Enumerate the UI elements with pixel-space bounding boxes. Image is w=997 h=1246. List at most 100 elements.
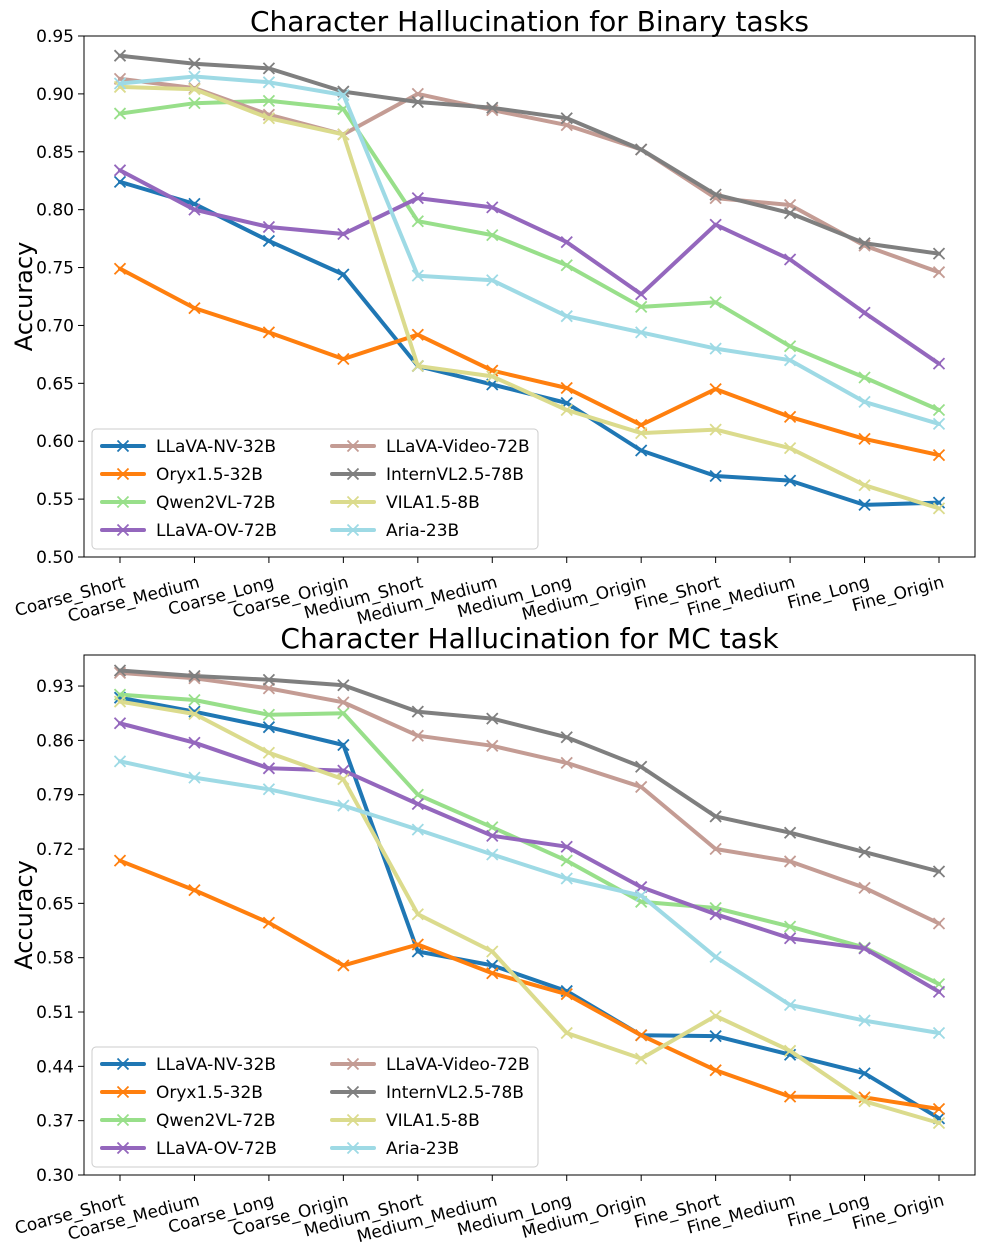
y-tick-label: 0.50 xyxy=(36,548,74,568)
series-line xyxy=(118,668,941,874)
data-point xyxy=(486,101,499,114)
data-point xyxy=(188,693,201,707)
data-point xyxy=(709,1009,722,1023)
y-tick-label: 0.58 xyxy=(36,949,74,969)
data-point xyxy=(262,62,276,75)
data-point xyxy=(858,1014,871,1027)
y-tick-label: 0.44 xyxy=(36,1057,74,1077)
data-point xyxy=(411,95,424,109)
data-point xyxy=(560,259,573,272)
data-point xyxy=(932,865,946,878)
data-point xyxy=(709,382,722,396)
series-qwen2vl-72b xyxy=(113,94,946,417)
data-point xyxy=(709,842,722,856)
series-line xyxy=(118,76,941,275)
data-point xyxy=(188,97,201,110)
data-point xyxy=(858,498,871,512)
data-point xyxy=(411,797,424,811)
data-point xyxy=(113,164,127,177)
legend-marker xyxy=(346,523,360,537)
data-point xyxy=(560,310,573,323)
legend-entry-vila1-5-8b: VILA1.5-8B xyxy=(330,493,480,513)
plot-frame xyxy=(83,654,976,1176)
data-point xyxy=(188,707,201,721)
data-point xyxy=(262,783,276,796)
data-point xyxy=(783,998,797,1012)
data-point xyxy=(560,840,573,853)
data-point xyxy=(709,810,722,823)
data-point xyxy=(858,395,871,408)
legend-marker xyxy=(346,495,360,509)
data-point xyxy=(188,57,201,70)
data-point xyxy=(262,746,276,759)
data-point xyxy=(709,296,722,309)
legend-label: VILA1.5-8B xyxy=(386,493,480,513)
series-internvl2-5-78b xyxy=(113,49,946,260)
data-point xyxy=(858,845,871,859)
data-point xyxy=(188,203,201,216)
series-aria-23b xyxy=(113,70,946,430)
y-tick-label: 0.72 xyxy=(36,840,74,860)
data-point xyxy=(337,679,350,692)
legend-marker xyxy=(346,439,360,453)
data-point xyxy=(932,417,946,430)
data-point xyxy=(560,112,573,125)
data-point xyxy=(560,403,573,417)
data-point xyxy=(709,423,722,436)
data-point xyxy=(113,262,127,275)
legend-marker xyxy=(346,467,360,481)
y-tick-label: 0.86 xyxy=(36,731,74,751)
legend-label: Aria-23B xyxy=(386,521,459,541)
data-point xyxy=(709,342,722,355)
data-point xyxy=(486,848,499,861)
y-tick-label: 0.37 xyxy=(36,1112,74,1132)
legend-entry-oryx1-5-32b: Oryx1.5-32B xyxy=(100,1083,263,1103)
chart-title: Character Hallucination for Binary tasks xyxy=(250,5,809,38)
data-point xyxy=(188,771,201,784)
legend-label: InternVL2.5-78B xyxy=(386,465,524,485)
data-point xyxy=(783,855,797,868)
y-tick-label: 0.65 xyxy=(36,894,74,914)
series-llava-video-72b xyxy=(113,72,946,279)
series-line xyxy=(118,692,941,987)
legend-marker xyxy=(116,1113,130,1127)
data-point xyxy=(635,1052,648,1065)
data-point xyxy=(411,269,424,282)
plot-frame xyxy=(83,35,976,558)
data-point xyxy=(188,301,201,315)
series-line xyxy=(118,168,941,366)
data-point xyxy=(560,731,573,744)
data-point xyxy=(262,762,276,775)
chart-2: Character Hallucination for MC task Accur… xyxy=(10,622,976,1246)
series-llava-video-72b xyxy=(113,666,946,930)
data-point xyxy=(709,469,722,483)
data-point xyxy=(113,664,127,677)
y-tick-label: 0.30 xyxy=(36,1166,74,1186)
data-point xyxy=(783,826,797,839)
legend-label: LLaVA-Video-72B xyxy=(386,437,530,457)
data-point xyxy=(486,370,499,383)
series-line xyxy=(118,98,941,412)
legend-entry-llava-ov-72b: LLaVA-OV-72B xyxy=(100,1139,277,1159)
data-point xyxy=(486,229,499,242)
data-point xyxy=(783,340,797,353)
data-point xyxy=(262,721,276,734)
data-point xyxy=(411,215,424,228)
data-point xyxy=(262,94,276,107)
data-point xyxy=(188,736,201,749)
legend-entry-aria-23b: Aria-23B xyxy=(330,521,459,541)
data-point xyxy=(858,942,871,955)
legend-label: VILA1.5-8B xyxy=(386,1111,480,1131)
data-point xyxy=(783,442,797,455)
y-tick-label: 0.80 xyxy=(36,201,74,221)
series-line xyxy=(118,266,941,458)
legend-marker xyxy=(346,1057,360,1071)
data-point xyxy=(337,707,350,720)
data-point xyxy=(709,218,722,231)
y-tick-label: 0.95 xyxy=(36,27,74,47)
y-tick-label: 0.75 xyxy=(36,259,74,279)
data-point xyxy=(560,1026,573,1040)
y-tick-label: 0.55 xyxy=(36,490,74,510)
legend-entry-vila1-5-8b: VILA1.5-8B xyxy=(330,1111,480,1131)
